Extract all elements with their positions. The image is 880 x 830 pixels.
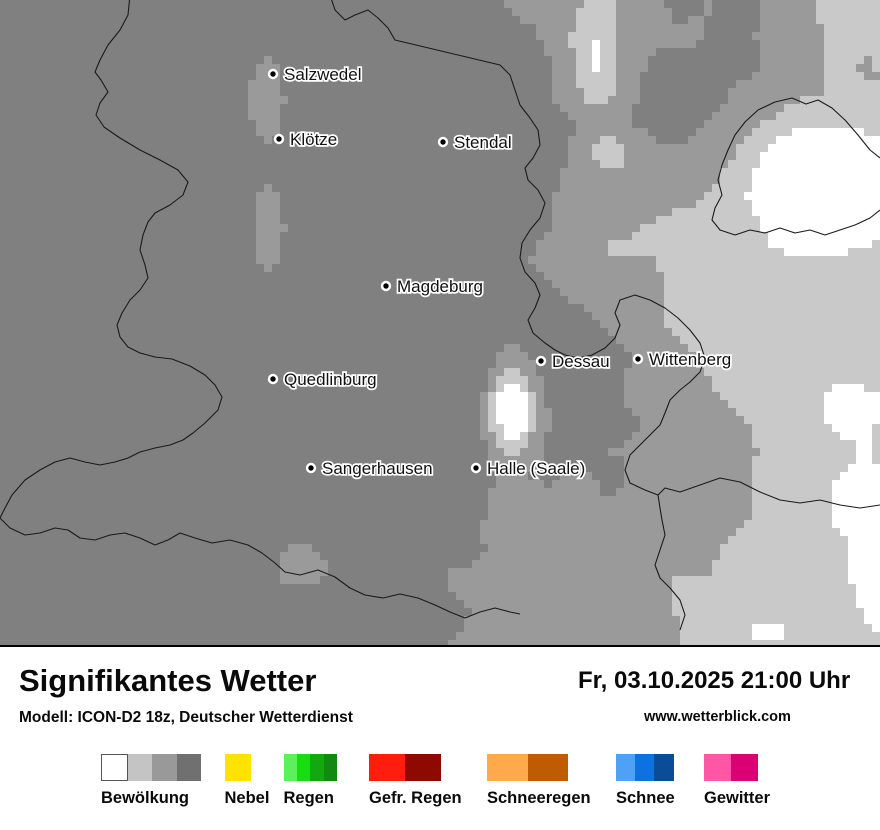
svg-text:Stendal: Stendal xyxy=(454,133,512,152)
svg-text:Klötze: Klötze xyxy=(290,130,337,149)
svg-text:Halle (Saale): Halle (Saale) xyxy=(487,459,585,478)
svg-text:Quedlinburg: Quedlinburg xyxy=(284,370,377,389)
svg-text:Magdeburg: Magdeburg xyxy=(397,277,483,296)
svg-text:Dessau: Dessau xyxy=(552,352,610,371)
svg-text:Sangerhausen: Sangerhausen xyxy=(322,459,433,478)
svg-text:Salzwedel: Salzwedel xyxy=(284,65,362,84)
svg-text:Wittenberg: Wittenberg xyxy=(649,350,731,369)
